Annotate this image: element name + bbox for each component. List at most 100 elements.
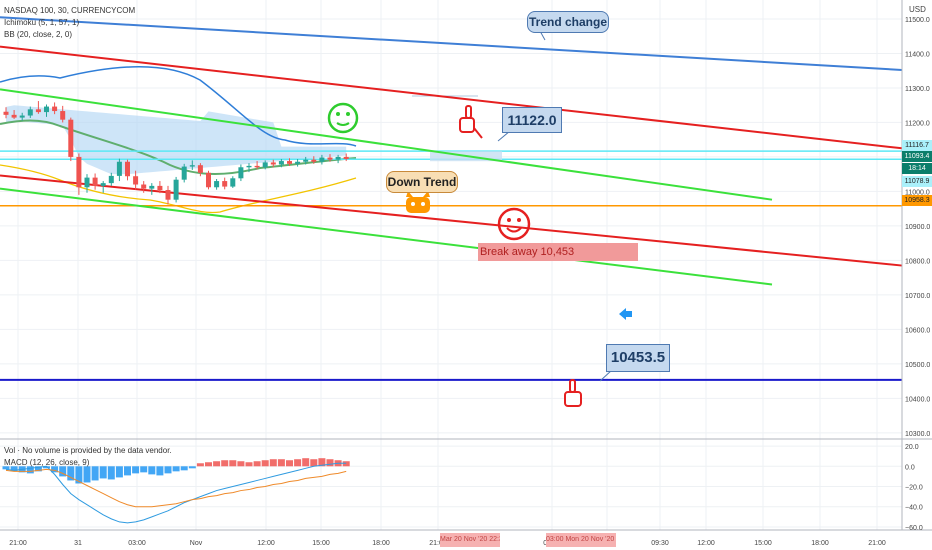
symbol-title: NASDAQ 100, 30, CURRENCYCOM — [4, 6, 136, 15]
currency-label[interactable]: USD — [909, 5, 926, 14]
candle-body — [84, 177, 90, 188]
price-callout-10453[interactable]: 10453.5 — [606, 344, 670, 372]
candle-body — [303, 159, 309, 162]
macd-histogram-bar — [213, 461, 221, 467]
time-range-start-label: Mar 20 Nov '20 22:30 — [440, 533, 500, 547]
candle-body — [92, 177, 98, 186]
pointing-hand-icon — [459, 105, 483, 139]
y-tick-label: 10300.0 — [905, 431, 930, 438]
candle-body — [343, 156, 349, 159]
macd-histogram-bar — [2, 466, 10, 470]
candle-body — [68, 119, 74, 157]
macd-histogram-bar — [253, 461, 261, 467]
time-range-end-label: 03:00 Mon 20 Nov '20 06:00 — [546, 533, 616, 547]
macd-histogram-bar — [99, 466, 107, 479]
candle-body — [189, 165, 195, 167]
macd-histogram-bar — [107, 466, 115, 480]
x-tick-label: 09:30 — [651, 540, 669, 547]
macd-histogram-bar — [205, 462, 212, 467]
x-tick-label: 03:00 — [128, 540, 146, 547]
y-tick-label: 11300.0 — [905, 86, 930, 93]
x-tick-label: 15:00 — [754, 540, 772, 547]
candle-body — [262, 162, 268, 168]
macd-histogram-bar — [261, 460, 269, 467]
signal-line — [5, 468, 347, 508]
macd-histogram-bar — [221, 460, 229, 467]
x-tick-label: 18:00 — [372, 540, 390, 547]
candle-body — [319, 157, 325, 162]
y-tick-label: 11500.0 — [905, 17, 930, 24]
macd-histogram-bar — [156, 466, 164, 476]
candle-body — [327, 157, 333, 160]
macd-y-tick-label: −40.0 — [905, 505, 923, 512]
price-badge-orange: 10958.3 — [902, 195, 932, 206]
candle-body — [133, 176, 139, 185]
x-tick-label: 12:00 — [697, 540, 715, 547]
green-smiley-icon — [327, 102, 359, 134]
macd-histogram-bar — [115, 466, 123, 478]
candle-body — [116, 161, 122, 176]
candle-body — [311, 159, 317, 162]
break-away-label[interactable]: Break away 10,453 — [478, 243, 638, 261]
price-callout-11122[interactable]: 11122.0 — [502, 107, 562, 133]
macd-y-tick-label: −60.0 — [905, 525, 923, 532]
trendline-layer — [0, 16, 903, 382]
ichimoku-cloud-layer — [0, 66, 357, 214]
macd-histogram-bar — [326, 459, 334, 467]
down-trend-callout[interactable]: Down Trend — [386, 171, 458, 193]
y-tick-label: 10400.0 — [905, 396, 930, 403]
macd-histogram-bar — [124, 466, 131, 476]
macd-panel-layer — [2, 458, 350, 524]
candle-body — [27, 109, 33, 116]
channel-lower-green — [0, 187, 773, 286]
trend-change-callout[interactable]: Trend change — [527, 11, 609, 33]
macd-histogram-bar — [310, 459, 318, 467]
macd-histogram-bar — [51, 466, 59, 473]
drawing-icons-layer — [327, 102, 632, 407]
price-badge-support: 11078.9 — [902, 176, 932, 187]
candle-body — [206, 172, 211, 188]
candle-body — [125, 161, 130, 177]
x-tick-label: 21:00 — [429, 540, 447, 547]
ichimoku-base-line — [0, 119, 357, 175]
macd-histogram-bar — [26, 466, 34, 474]
y-tick-label: 10800.0 — [905, 258, 930, 265]
x-tick-label: Nov — [190, 540, 203, 547]
candle-body — [141, 184, 147, 189]
candle-body — [149, 185, 155, 189]
x-tick-label: 18:00 — [811, 540, 829, 547]
y-tick-label: 11200.0 — [905, 120, 930, 127]
macd-histogram-bar — [43, 466, 50, 469]
macd-histogram-bar — [342, 461, 350, 467]
macd-histogram-bar — [237, 461, 245, 467]
volume-legend: Vol · No volume is provided by the data … — [4, 446, 172, 455]
candle-body — [173, 179, 179, 200]
channel-upper-green — [0, 88, 773, 201]
macd-histogram-bar — [245, 462, 253, 467]
macd-histogram-bar — [148, 466, 156, 475]
y-tick-label: 10600.0 — [905, 327, 930, 334]
x-tick-label: 15:00 — [312, 540, 330, 547]
macd-y-tick-label: −20.0 — [905, 485, 923, 492]
candle-body — [108, 175, 114, 184]
y-tick-label: 10500.0 — [905, 362, 930, 369]
candle-body — [278, 161, 284, 165]
macd-histogram-bar — [180, 466, 188, 471]
macd-legend: MACD (12, 26, close, 9) — [4, 458, 90, 467]
macd-histogram-bar — [75, 466, 83, 484]
macd-histogram-bar — [67, 466, 75, 481]
channel-upper-red — [0, 45, 903, 150]
macd-histogram-bar — [229, 460, 237, 467]
macd-histogram-bar — [172, 466, 180, 472]
candle-body — [295, 161, 301, 164]
macd-histogram-bar — [302, 458, 310, 467]
candle-body — [270, 162, 276, 165]
ichimoku-legend: Ichimoku (5, 1, 57, 1) — [4, 18, 80, 27]
left-arrow-icon — [619, 308, 632, 320]
macd-histogram-bar — [277, 459, 285, 467]
countdown-badge: 18:14 — [902, 163, 932, 174]
macd-line — [5, 462, 347, 524]
pointing-hand-up-icon — [564, 379, 582, 407]
candle-body — [11, 114, 17, 118]
